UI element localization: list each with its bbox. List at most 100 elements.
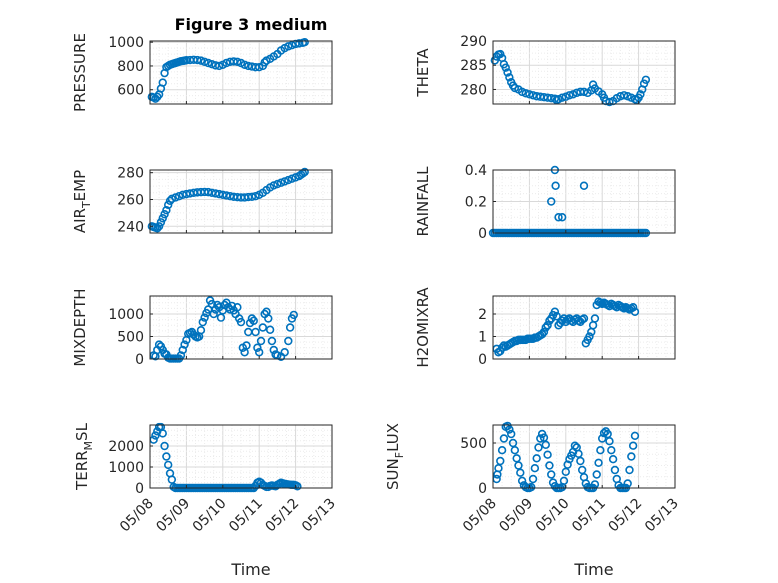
data-point	[610, 465, 620, 475]
y-axis-label: TERRMSL	[73, 422, 95, 491]
data-point	[255, 348, 264, 357]
data-point	[284, 42, 293, 51]
axes-frame	[492, 424, 676, 489]
data-point	[160, 210, 169, 219]
data-point	[204, 58, 213, 68]
data-point	[516, 468, 525, 477]
data-point	[605, 97, 614, 107]
data-point	[164, 460, 173, 470]
data-point	[554, 213, 563, 222]
series-markers	[147, 37, 309, 103]
data-point	[285, 323, 295, 332]
series-markers	[492, 297, 640, 357]
data-point	[196, 326, 206, 335]
data-point	[227, 301, 237, 311]
data-point	[242, 341, 251, 350]
y-tick-label: 285	[460, 58, 487, 74]
data-point	[530, 464, 540, 473]
y-tick-label: 2	[478, 307, 487, 323]
y-tick-label: 0	[478, 481, 487, 497]
data-point	[151, 431, 160, 440]
subplot-rainfall: 0 0.2 0.4 RAINFALL	[414, 163, 676, 242]
axes-frame	[149, 169, 333, 234]
y-axis-label: RAINFALL	[414, 166, 432, 237]
data-point	[510, 446, 520, 455]
data-point	[557, 213, 567, 222]
series-markers	[149, 296, 298, 363]
data-point	[240, 60, 249, 69]
data-point	[249, 316, 258, 325]
data-point	[196, 56, 206, 65]
x-tick-label: 05/10	[533, 496, 573, 536]
data-point	[574, 449, 583, 458]
data-point	[597, 434, 607, 443]
data-point	[599, 428, 609, 438]
data-point	[494, 464, 503, 473]
y-tick-label: 500	[117, 330, 144, 346]
data-point	[532, 454, 541, 463]
y-tick-label: 0.2	[465, 195, 487, 211]
data-point	[300, 167, 309, 177]
data-point	[496, 456, 505, 466]
data-point	[625, 465, 634, 475]
axes-frame	[149, 40, 333, 105]
data-point	[590, 314, 600, 323]
data-point	[501, 63, 510, 72]
y-tick-label: 1000	[108, 460, 144, 476]
data-point	[628, 303, 638, 312]
data-point	[180, 340, 189, 349]
data-point	[236, 317, 246, 327]
data-point	[550, 307, 560, 316]
data-point	[594, 458, 603, 467]
data-point	[207, 59, 217, 69]
data-point	[153, 224, 162, 233]
x-tick-label: 05/13	[299, 496, 339, 536]
data-point	[525, 90, 534, 99]
data-point	[603, 429, 612, 439]
subplot-h2omixra: 0 1 2 H2OMIXRA	[414, 287, 676, 368]
y-tick-label: 280	[460, 82, 487, 98]
data-point	[543, 321, 552, 330]
data-point	[552, 312, 561, 321]
data-point	[164, 200, 173, 210]
data-point	[209, 309, 218, 319]
data-point	[539, 433, 549, 442]
data-point	[287, 40, 297, 50]
y-tick-label: 600	[117, 83, 144, 99]
y-tick-label: 290	[460, 34, 487, 50]
data-point	[265, 325, 275, 334]
data-point	[592, 470, 601, 479]
y-tick-label: 240	[117, 219, 144, 235]
data-point	[636, 90, 645, 99]
y-tick-label: 280	[117, 166, 144, 182]
data-point	[280, 348, 289, 357]
y-axis-label: SUNFLUX	[384, 423, 406, 490]
data-point	[539, 327, 549, 337]
data-point	[619, 91, 629, 100]
data-point	[557, 93, 567, 102]
data-point	[200, 57, 209, 67]
data-point	[233, 57, 242, 67]
x-axis-label-left: Time	[230, 560, 270, 579]
data-point	[628, 441, 638, 450]
y-axis-label: MIXDEPTH	[71, 288, 89, 366]
y-tick-label: 500	[460, 436, 487, 452]
data-point	[608, 455, 618, 464]
data-point	[216, 313, 226, 322]
data-point	[527, 482, 536, 492]
axes-frame	[492, 40, 676, 105]
data-point	[214, 61, 224, 71]
y-tick-label: 1000	[108, 307, 144, 323]
y-tick-label: 1	[478, 330, 487, 346]
data-point	[247, 192, 257, 202]
data-point	[579, 181, 589, 190]
data-point	[577, 465, 587, 475]
y-axis-label: PRESSURE	[71, 33, 89, 112]
data-point	[154, 222, 164, 231]
x-tick-label: 05/12	[606, 496, 646, 536]
data-point	[258, 323, 268, 332]
data-point	[233, 303, 242, 312]
y-axis-label: AIRTEMP	[71, 170, 93, 233]
data-point	[300, 37, 309, 47]
